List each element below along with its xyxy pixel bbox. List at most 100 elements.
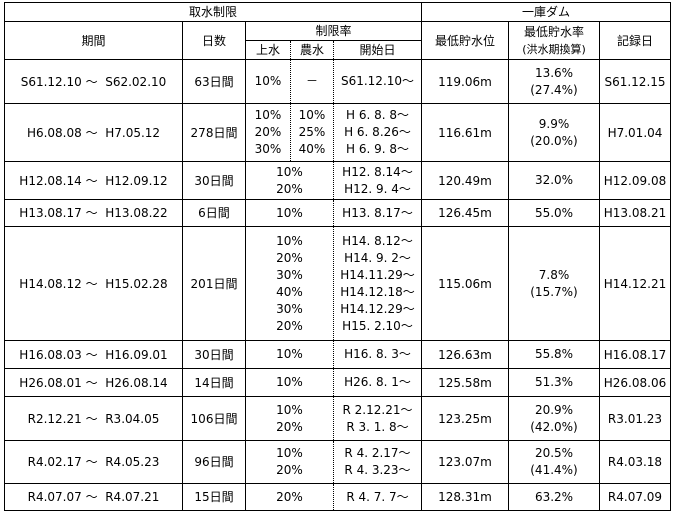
line: H 6. 9. 8～	[345, 142, 409, 156]
rate-cell: 10% 20%	[245, 396, 334, 441]
line: H12. 8.14～	[342, 164, 413, 179]
record-date-cell: H14.12.21	[599, 226, 671, 341]
line: 20%	[276, 181, 303, 196]
rate-cell: 10%	[245, 368, 334, 397]
line: 10%	[254, 74, 282, 88]
period-cell: H12.08.14 ～ H12.09.12	[4, 161, 183, 200]
line: H14.12.29～	[340, 301, 415, 316]
period-date: R4.02.17	[27, 455, 82, 469]
line: (20.0%)	[530, 133, 578, 148]
line: 20.9%	[534, 402, 574, 417]
line: 40%	[276, 284, 303, 299]
table-row: H12.08.14 ～ H12.09.12 30日間 10% 20% H12. 8.14…	[4, 161, 671, 200]
water-restriction-table: 取水制限 一庫ダム 期間 日数 制限率 最低貯水位 最低貯水率 (洪水期換算) 記…	[4, 2, 671, 511]
min-storage-cell: 120.49m	[421, 161, 509, 200]
days-cell: 6日間	[182, 199, 246, 227]
line: 10%	[276, 164, 303, 179]
record-date-cell: H26.08.06	[599, 368, 671, 397]
rate-cell: 20%	[245, 483, 334, 511]
start-date-cell: S61.12.10～	[333, 59, 422, 104]
record-date-cell: R4.07.09	[599, 483, 671, 511]
min-rate-cell: 7.8% (15.7%)	[508, 226, 600, 341]
min-rate-cell: 55.8%	[508, 340, 600, 369]
header-dam: 一庫ダム	[421, 2, 671, 22]
period-date: H16.08.03	[19, 347, 82, 362]
days-cell: 96日間	[182, 440, 246, 484]
min-storage-cell: 126.45m	[421, 199, 509, 227]
header-water: 上水	[245, 40, 291, 60]
agri-rate-cell: 10% 25% 40%	[290, 103, 334, 162]
period-date: R4.05.23	[105, 455, 160, 469]
start-date-cell: R 4. 2.17～ R 4. 3.23～	[333, 440, 422, 484]
min-rate-cell: 32.0%	[508, 161, 600, 200]
rate-cell: 10% 20% 30% 40% 30% 20%	[245, 226, 334, 341]
table-row: H6.08.08 ～ H7.05.12 278日間 10% 20% 30% 10% 25% 4…	[4, 103, 671, 162]
header-intake-restriction: 取水制限	[4, 2, 422, 22]
period-cell: H13.08.17 ～ H13.08.22	[4, 199, 183, 227]
rate-cell: 10% 20%	[245, 161, 334, 200]
line: H 6. 8.26～	[344, 125, 411, 139]
line: H14. 9. 2～	[344, 250, 411, 265]
line: 10%	[276, 446, 303, 460]
rate-cell: 10% 20%	[245, 440, 334, 484]
line: R 4. 3.23～	[344, 463, 411, 477]
line: H14. 8.12～	[342, 233, 413, 248]
line: 10%	[276, 375, 303, 389]
period-date: H16.09.01	[105, 347, 168, 362]
record-date-cell: R3.01.23	[599, 396, 671, 441]
period-cell: R4.02.17 ～ R4.05.23	[4, 440, 183, 484]
line: 55.8%	[534, 347, 574, 361]
start-date-cell: R 4. 7. 7～	[333, 483, 422, 511]
days-cell: 63日間	[182, 59, 246, 104]
start-date-cell: H16. 8. 3～	[333, 340, 422, 369]
header-min-rate: 最低貯水率 (洪水期換算)	[508, 21, 600, 60]
line: 10%	[276, 233, 303, 248]
line: H 6. 8. 8～	[345, 108, 409, 122]
line: 20%	[276, 318, 303, 333]
table-row: H16.08.03 ～ H16.09.01 30日間 10% H16. 8. 3～ 12…	[4, 340, 671, 369]
line: S61.12.10～	[340, 74, 415, 88]
line: 32.0%	[534, 173, 574, 187]
period-date: R2.12.21	[27, 411, 82, 426]
days-cell: 15日間	[182, 483, 246, 511]
period-cell: S61.12.10 ～ S62.02.10	[4, 59, 183, 104]
period-cell: H6.08.08 ～ H7.05.12	[4, 103, 183, 162]
line: R 4. 7. 7～	[346, 489, 409, 504]
period-date: H14.08.12	[19, 276, 82, 291]
min-storage-cell: 123.25m	[421, 396, 509, 441]
period-date: S62.02.10	[105, 74, 167, 89]
min-rate-cell: 63.2%	[508, 483, 600, 511]
period-date: H26.08.01	[19, 375, 82, 390]
start-date-cell: H 6. 8. 8～ H 6. 8.26～ H 6. 9. 8～	[333, 103, 422, 162]
water-rate-cell: 10% 20% 30%	[245, 103, 291, 162]
min-rate-cell: 13.6% (27.4%)	[508, 59, 600, 104]
line: 10%	[276, 402, 303, 417]
period-date: H6.08.08	[26, 125, 82, 140]
period-cell: R2.12.21 ～ R3.04.05	[4, 396, 183, 441]
days-cell: 278日間	[182, 103, 246, 162]
days-cell: 201日間	[182, 226, 246, 341]
min-rate-cell: 51.3%	[508, 368, 600, 397]
start-date-cell: H14. 8.12～ H14. 9. 2～ H14.11.29～ H14.12.18～…	[333, 226, 422, 341]
table-row: H14.08.12 ～ H15.02.28 201日間 10% 20% 30% 40% 30…	[4, 226, 671, 341]
line: 20%	[276, 489, 303, 504]
period-cell: H26.08.01 ～ H26.08.14	[4, 368, 183, 397]
header-days: 日数	[182, 21, 246, 60]
line: 10%	[276, 205, 303, 220]
table-row: R4.02.17 ～ R4.05.23 96日間 10% 20% R 4. 2.17～ R…	[4, 440, 671, 484]
line: 63.2%	[534, 489, 574, 504]
line: 20.5%	[534, 446, 574, 460]
header-agri: 農水	[290, 40, 334, 60]
period-date: R3.04.05	[105, 411, 160, 426]
table-row: S61.12.10 ～ S62.02.10 63日間 10% － S61.12.10～ 1…	[4, 59, 671, 104]
line: H12. 9. 4～	[344, 181, 411, 196]
line: H14.12.18～	[340, 284, 415, 299]
header-period: 期間	[4, 21, 183, 60]
line: (42.0%)	[530, 419, 578, 434]
min-storage-cell: 119.06m	[421, 59, 509, 104]
period-cell: H14.08.12 ～ H15.02.28	[4, 226, 183, 341]
header-record-date: 記録日	[599, 21, 671, 60]
period-cell: H16.08.03 ～ H16.09.01	[4, 340, 183, 369]
line: 10%	[254, 108, 282, 122]
start-date-cell: H26. 8. 1～	[333, 368, 422, 397]
